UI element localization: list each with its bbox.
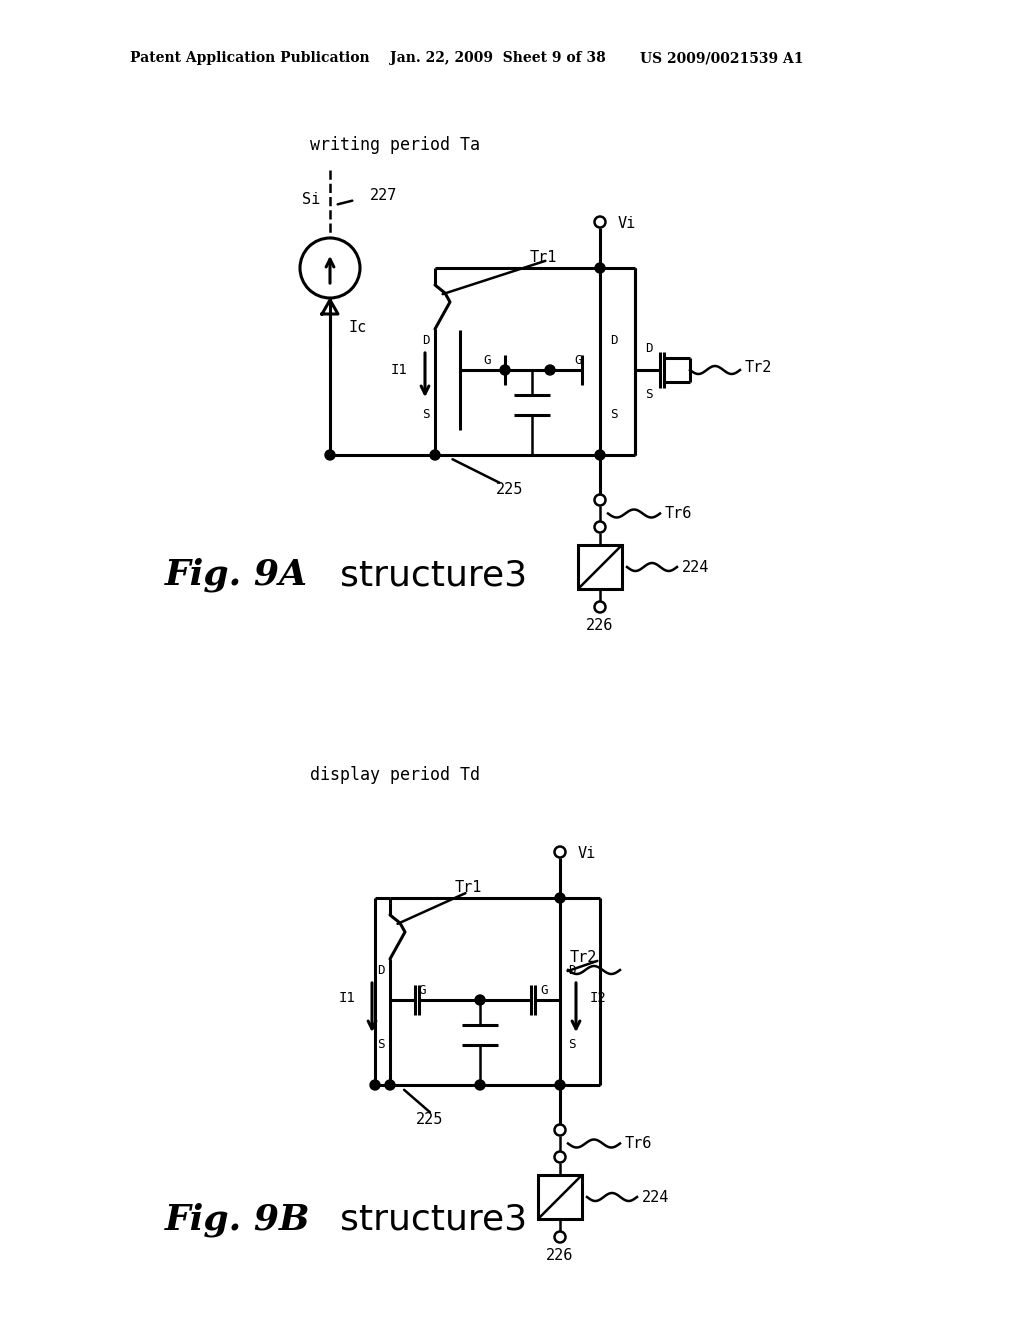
Text: S: S — [423, 408, 430, 421]
Text: Tr1: Tr1 — [530, 251, 557, 265]
Text: Tr6: Tr6 — [665, 506, 692, 521]
Text: Si: Si — [302, 193, 319, 207]
Text: 224: 224 — [682, 560, 710, 574]
Text: structure3: structure3 — [340, 558, 527, 591]
Text: G: G — [483, 354, 490, 367]
Circle shape — [595, 450, 605, 459]
Text: Vi: Vi — [578, 846, 596, 862]
Circle shape — [545, 366, 555, 375]
Text: D: D — [378, 964, 385, 977]
Text: Tr6: Tr6 — [625, 1137, 652, 1151]
Text: Jan. 22, 2009  Sheet 9 of 38: Jan. 22, 2009 Sheet 9 of 38 — [390, 51, 606, 65]
Text: D: D — [645, 342, 652, 355]
Text: Tr2: Tr2 — [570, 950, 597, 965]
Circle shape — [475, 1080, 485, 1090]
Text: Patent Application Publication: Patent Application Publication — [130, 51, 370, 65]
Circle shape — [500, 366, 510, 375]
Text: US 2009/0021539 A1: US 2009/0021539 A1 — [640, 51, 804, 65]
Text: G: G — [541, 983, 548, 997]
Text: structure3: structure3 — [340, 1203, 527, 1237]
Circle shape — [555, 1080, 565, 1090]
Text: Tr2: Tr2 — [745, 360, 772, 375]
Bar — [578, 545, 622, 589]
Text: display period Td: display period Td — [310, 766, 480, 784]
Text: D: D — [423, 334, 430, 346]
Circle shape — [555, 894, 565, 903]
Text: G: G — [574, 354, 582, 367]
Text: S: S — [645, 388, 652, 401]
Circle shape — [325, 450, 335, 459]
Text: G: G — [418, 983, 426, 997]
Circle shape — [385, 1080, 395, 1090]
Text: D: D — [568, 964, 575, 977]
Text: D: D — [610, 334, 617, 346]
Text: Ic: Ic — [348, 321, 367, 335]
Text: I1: I1 — [390, 363, 407, 378]
Text: Fig. 9B: Fig. 9B — [165, 1203, 310, 1237]
Text: I2: I2 — [590, 991, 607, 1005]
Text: 226: 226 — [547, 1247, 573, 1262]
Text: Vi: Vi — [618, 216, 636, 231]
Text: 227: 227 — [370, 189, 397, 203]
Text: 224: 224 — [642, 1189, 670, 1204]
Text: I1: I1 — [338, 991, 355, 1005]
Text: S: S — [610, 408, 617, 421]
Text: 225: 225 — [497, 483, 523, 498]
Text: S: S — [378, 1039, 385, 1052]
Text: S: S — [568, 1039, 575, 1052]
Text: 226: 226 — [587, 618, 613, 632]
Circle shape — [595, 263, 605, 273]
Text: Fig. 9A: Fig. 9A — [165, 558, 308, 593]
Circle shape — [475, 995, 485, 1005]
Text: Tr1: Tr1 — [455, 880, 482, 895]
Text: writing period Ta: writing period Ta — [310, 136, 480, 154]
Circle shape — [430, 450, 440, 459]
Circle shape — [370, 1080, 380, 1090]
Bar — [538, 1175, 582, 1218]
Text: 225: 225 — [417, 1113, 443, 1127]
